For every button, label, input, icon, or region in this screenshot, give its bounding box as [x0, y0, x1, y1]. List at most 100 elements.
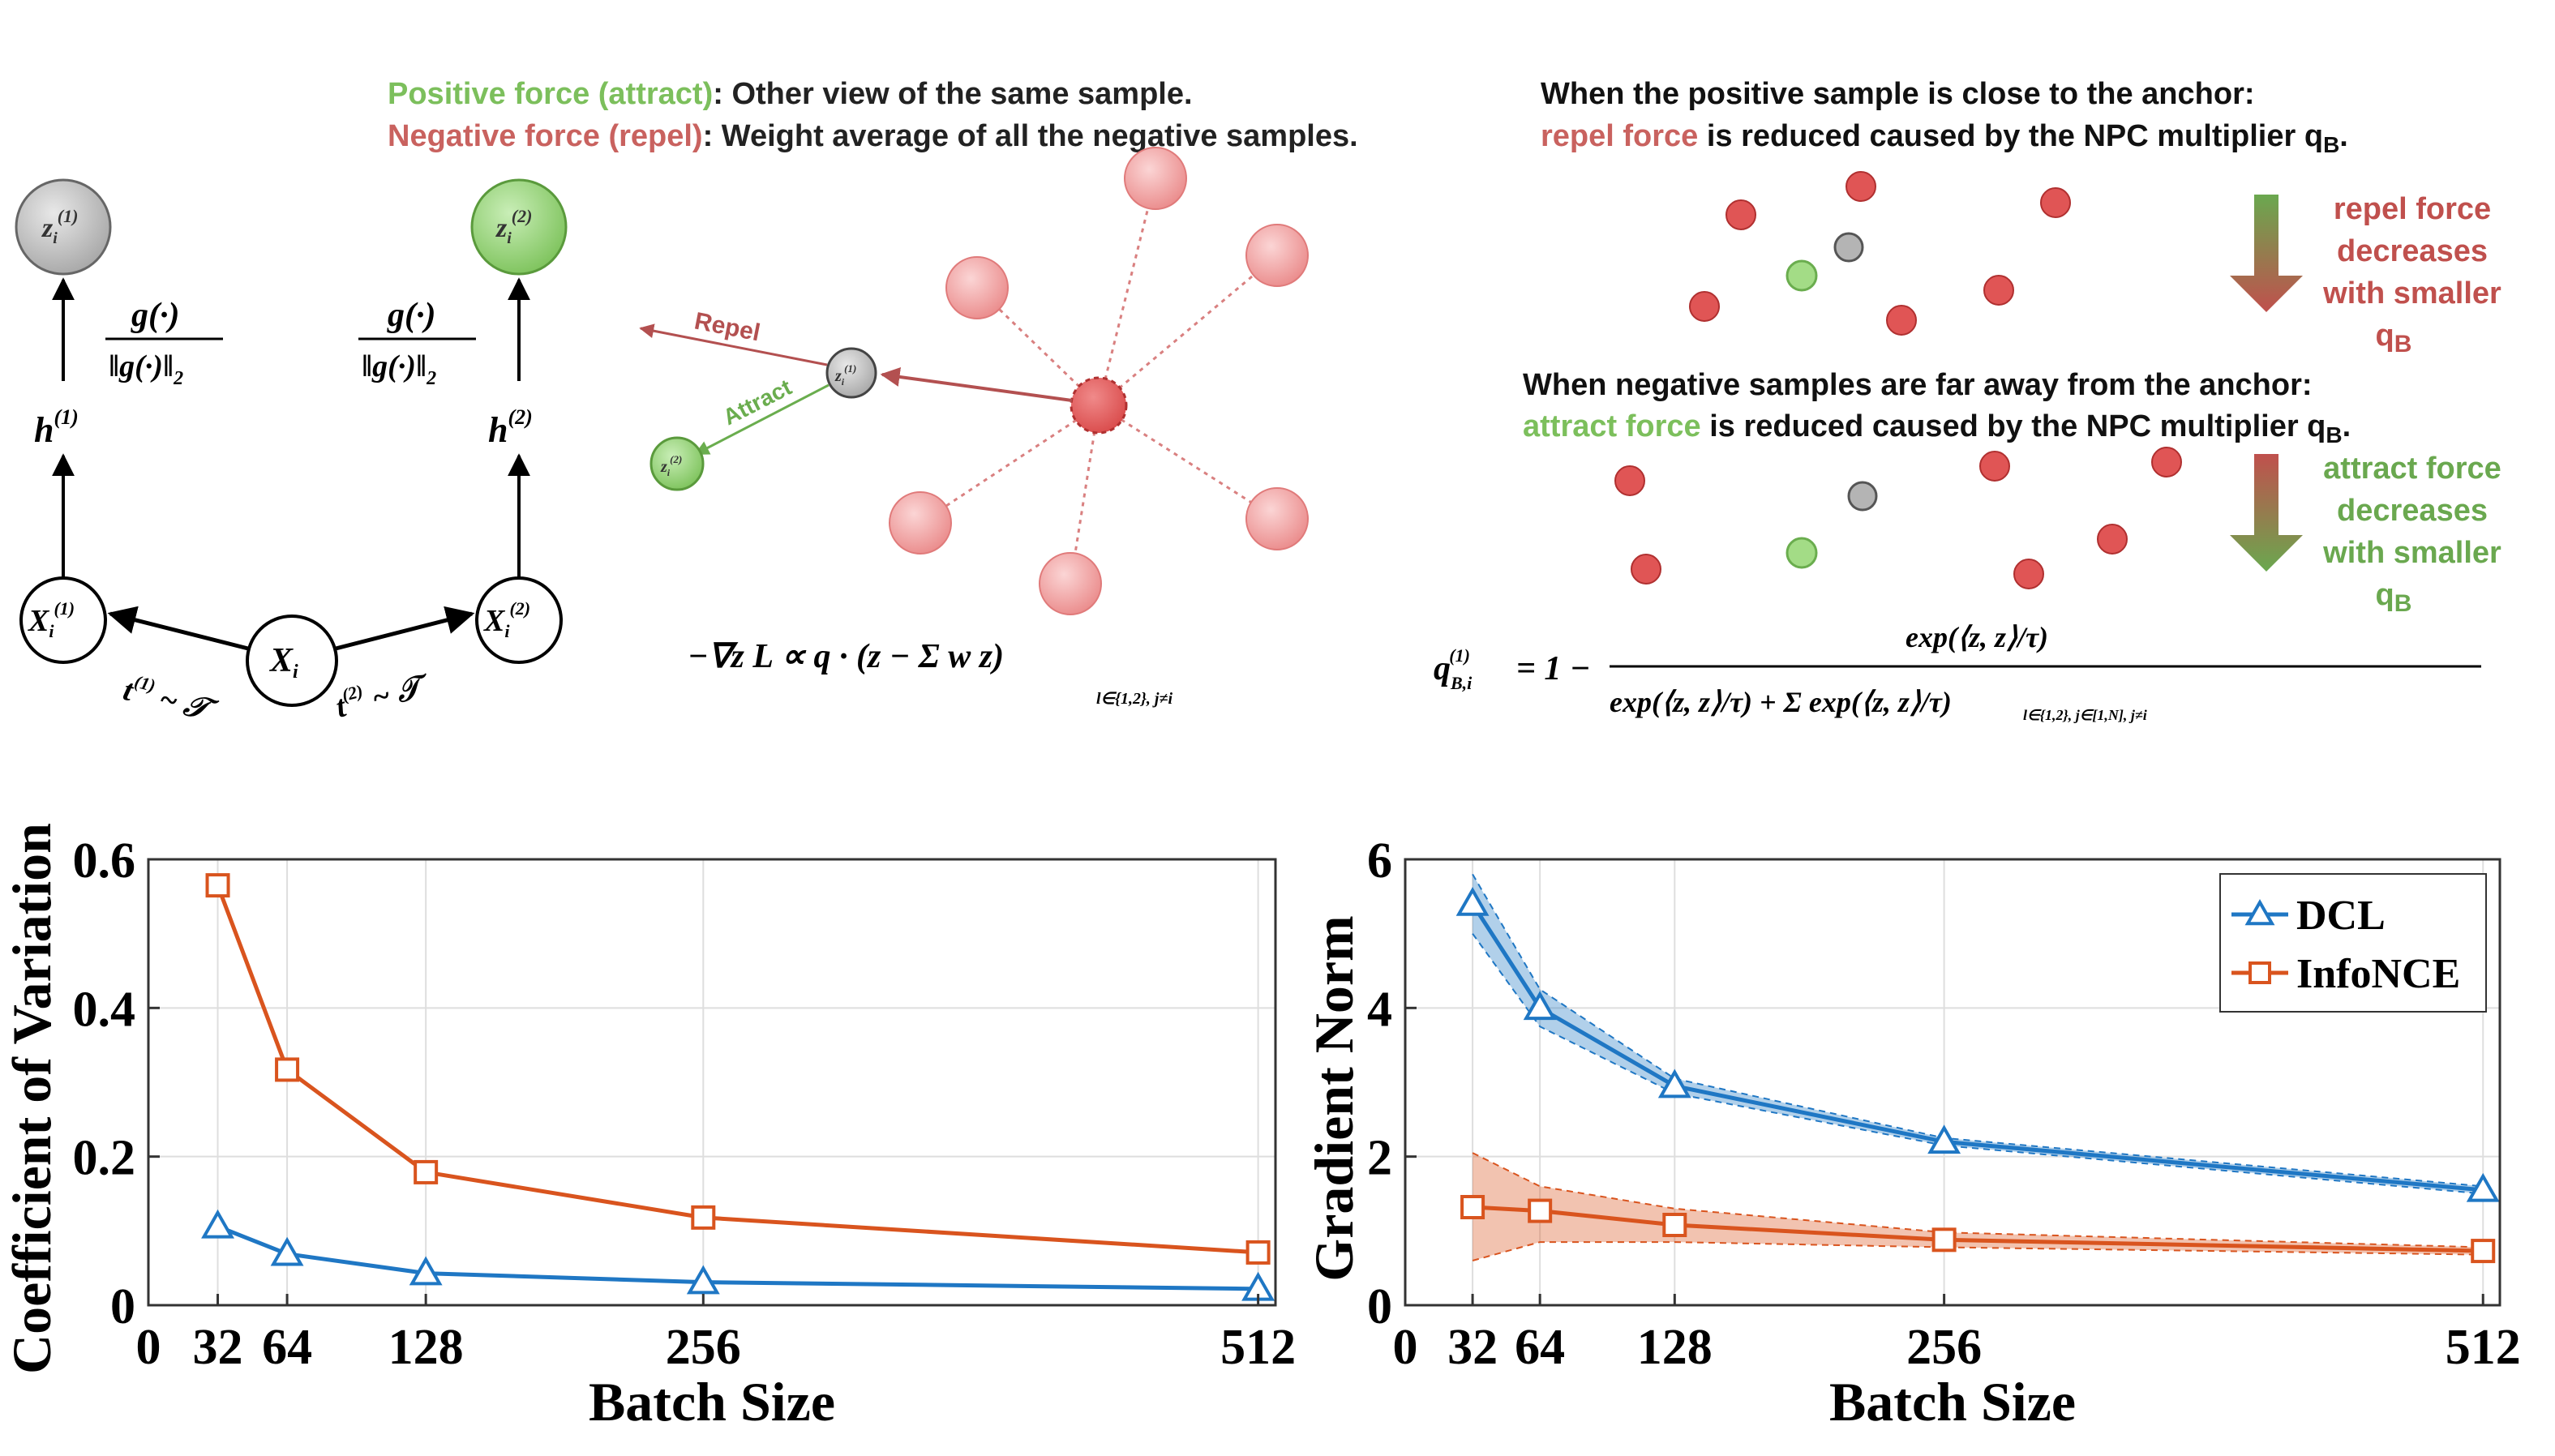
- x-tick-label: 128: [1637, 1320, 1713, 1375]
- negative-node: [945, 256, 1009, 319]
- node-z1: [15, 178, 112, 276]
- negative-node: [1245, 487, 1309, 550]
- x-tick-label: 64: [1515, 1320, 1565, 1375]
- t2-label: t(2) ~ 𝒯: [332, 665, 434, 725]
- y-tick-label: 2: [1367, 1131, 1392, 1186]
- npc-numerator: exp(⟨z, z⟩/τ): [1906, 621, 2048, 653]
- attract-decrease-arrow: [2230, 454, 2303, 572]
- svg-text:qB: qB: [2376, 578, 2412, 617]
- positive-force-line: Positive force (attract): Other view of …: [388, 77, 1193, 111]
- arrow-x-x1: [107, 606, 249, 651]
- negative-node: [1124, 147, 1187, 210]
- positive-node: [649, 436, 705, 491]
- node-z2: [470, 178, 568, 276]
- y-tick-label: 4: [1367, 982, 1392, 1037]
- svg-text:decreases: decreases: [2337, 234, 2488, 268]
- svg-text:qB: qB: [2376, 319, 2412, 358]
- force-star-diagram: zi(1) Repel Attract zi(2): [639, 147, 1309, 615]
- node-x1: [19, 576, 107, 664]
- weighted-negative-node: [1070, 376, 1128, 435]
- infonce-marker: [2471, 1239, 2496, 1264]
- infonce-marker: [205, 873, 230, 898]
- dcl-marker: [201, 1209, 234, 1239]
- negative-sample: [1614, 465, 1645, 496]
- band-upper-dcl: [1472, 873, 2484, 1188]
- anchor-sample: [1847, 481, 1878, 512]
- h1-label: h(1): [34, 405, 79, 450]
- infonce-marker: [1460, 1195, 1485, 1219]
- augmentation-diagram: zi(1) zi(2) h(1) h(2) g(·) ‖g(·)‖2 g(·) …: [15, 178, 568, 729]
- x-tick-label: 32: [1447, 1320, 1498, 1375]
- y-axis-label: Coefficient of Variation: [1, 823, 62, 1374]
- legend-label-infonce: InfoNCE: [2296, 951, 2460, 997]
- infonce-marker: [1245, 1240, 1271, 1265]
- x1-label: Xi(1): [28, 598, 75, 641]
- series-line-dcl: [216, 1224, 1258, 1291]
- confidence-band-infonce: [1473, 1153, 2484, 1261]
- attract-note: attract force decreases with smaller qB: [2322, 452, 2501, 617]
- npc-denominator-sum-range: l∈{1,2}, j∈[1,N], j≠i: [2023, 707, 2147, 723]
- svg-text:decreases: decreases: [2337, 494, 2488, 528]
- dcl-marker: [2244, 898, 2275, 926]
- infonce-marker: [1931, 1227, 1957, 1253]
- svg-text:attract force: attract force: [2323, 452, 2501, 486]
- g-numerator-right: g(·): [387, 297, 435, 334]
- close-anchor-scatter: [1689, 171, 2071, 336]
- negative-force-line: Negative force (repel): Weight average o…: [388, 119, 1358, 153]
- dcl-marker: [686, 1265, 720, 1295]
- y-tick-label: 0.2: [73, 1131, 136, 1186]
- x-tick-label: 512: [1220, 1320, 1296, 1375]
- negative-sample: [1689, 291, 1720, 322]
- infonce-marker: [275, 1057, 300, 1082]
- positive-sample: [1785, 259, 1818, 292]
- gradient-formula: −∇z L ∝ q · (z − Σ w z): [688, 638, 1004, 675]
- legend-box: [2219, 873, 2487, 1013]
- npc-denominator: exp(⟨z, z⟩/τ) + Σ exp(⟨z, z⟩/τ): [1610, 686, 1952, 718]
- positive-node-label: zi(2): [660, 453, 682, 478]
- x-label: Xi: [268, 642, 298, 683]
- dcl-marker: [2466, 1172, 2500, 1202]
- npc-equals: = 1 −: [1516, 650, 1590, 687]
- negative-sample: [1979, 451, 2010, 482]
- negative-node: [1245, 224, 1309, 287]
- negative-sample: [2013, 559, 2044, 589]
- chart-coefficient-of-variation: 0 32 64 128 256 512 0 0.2 0.4 0.6 Batch Size Coeffi…: [1, 823, 1296, 1432]
- band-lower-infonce: [1472, 1241, 2484, 1261]
- negative-node: [1039, 552, 1102, 615]
- anchor-node: [825, 347, 877, 399]
- npc-lhs: qB,i(1): [1434, 645, 1473, 693]
- anchor-node-label: zi(1): [834, 362, 856, 388]
- band-upper-infonce: [1472, 1152, 2484, 1248]
- x-tick-label: 0: [1393, 1320, 1418, 1375]
- x-tick-label: 64: [262, 1320, 312, 1375]
- negative-sample: [1631, 554, 1661, 585]
- svg-text:with smaller: with smaller: [2322, 536, 2501, 570]
- x-tick-label: 0: [136, 1320, 161, 1375]
- plot-frame: [147, 858, 1277, 1307]
- g-denominator-left: ‖g(·)‖2: [109, 349, 183, 389]
- anchor-pull-arrow: [880, 367, 1073, 402]
- node-z1-label: zi(1): [41, 206, 78, 247]
- infonce-marker: [1528, 1198, 1553, 1223]
- legend-label-dcl: DCL: [2296, 893, 2386, 939]
- far-title: When negative samples are far away from …: [1523, 368, 2313, 402]
- g-numerator-left: g(·): [131, 297, 179, 334]
- gradient-formula-sum-range: l∈{1,2}, j≠i: [1096, 690, 1172, 708]
- attract-arrow: [694, 383, 830, 456]
- x2-label: Xi(2): [483, 598, 530, 641]
- node-z2-label: zi(2): [495, 206, 532, 247]
- svg-text:repel force: repel force: [2334, 192, 2491, 226]
- negative-sample: [1846, 171, 1876, 202]
- repel-reduced-line: repel force is reduced caused by the NPC…: [1541, 119, 2348, 157]
- negative-sample: [2097, 524, 2128, 555]
- negative-sample: [1886, 305, 1917, 336]
- dcl-marker: [270, 1236, 304, 1266]
- node-x: [246, 615, 338, 707]
- repel-arrow: [639, 323, 828, 366]
- dcl-marker: [1455, 886, 1490, 916]
- y-tick-label: 0: [1367, 1279, 1392, 1334]
- x-tick-label: 32: [193, 1320, 243, 1375]
- x-axis-label: Batch Size: [589, 1371, 835, 1432]
- svg-text:with smaller: with smaller: [2322, 276, 2501, 310]
